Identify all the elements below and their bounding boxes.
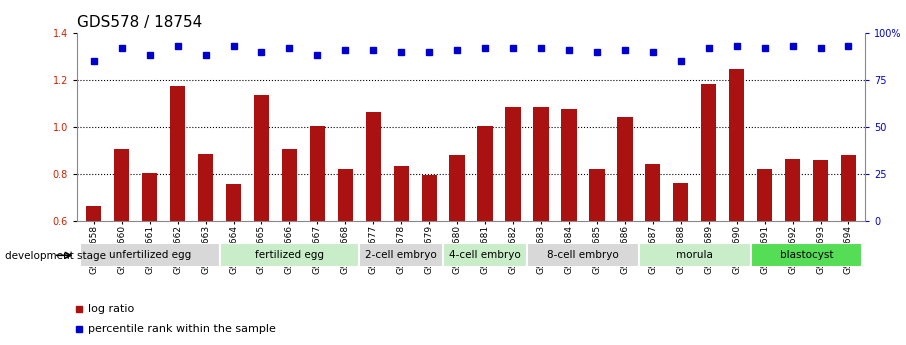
Bar bbox=[360, 243, 443, 267]
Bar bbox=[527, 243, 639, 267]
Text: 2-cell embryo: 2-cell embryo bbox=[365, 250, 437, 260]
Bar bbox=[449, 155, 465, 221]
Bar bbox=[226, 184, 241, 221]
Text: GDS578 / 18754: GDS578 / 18754 bbox=[77, 15, 202, 30]
Bar bbox=[310, 126, 325, 221]
Bar bbox=[813, 160, 828, 221]
Bar bbox=[617, 117, 632, 221]
Bar bbox=[198, 154, 213, 221]
Bar bbox=[645, 164, 660, 221]
Bar bbox=[477, 126, 493, 221]
Text: 8-cell embryo: 8-cell embryo bbox=[547, 250, 619, 260]
Bar bbox=[589, 169, 604, 221]
Bar bbox=[785, 158, 800, 221]
Bar bbox=[729, 69, 745, 221]
Bar bbox=[114, 149, 130, 221]
Text: fertilized egg: fertilized egg bbox=[255, 250, 324, 260]
Bar bbox=[673, 183, 689, 221]
Text: morula: morula bbox=[676, 250, 713, 260]
Bar bbox=[841, 155, 856, 221]
Text: percentile rank within the sample: percentile rank within the sample bbox=[89, 324, 276, 334]
Text: log ratio: log ratio bbox=[89, 304, 135, 314]
Bar bbox=[506, 107, 521, 221]
Bar bbox=[254, 95, 269, 221]
Bar bbox=[751, 243, 863, 267]
Bar bbox=[366, 111, 381, 221]
Text: 4-cell embryo: 4-cell embryo bbox=[449, 250, 521, 260]
Bar bbox=[170, 86, 186, 221]
Text: blastocyst: blastocyst bbox=[780, 250, 834, 260]
Bar bbox=[393, 166, 409, 221]
Bar bbox=[86, 206, 101, 221]
Text: development stage: development stage bbox=[5, 251, 105, 261]
Bar bbox=[421, 175, 437, 221]
Bar bbox=[80, 243, 219, 267]
Bar bbox=[142, 172, 158, 221]
Bar bbox=[701, 85, 717, 221]
Bar bbox=[534, 107, 549, 221]
Bar bbox=[639, 243, 751, 267]
Bar bbox=[757, 169, 772, 221]
Bar bbox=[338, 169, 353, 221]
Text: unfertilized egg: unfertilized egg bbox=[109, 250, 191, 260]
Bar bbox=[561, 109, 576, 221]
Bar bbox=[443, 243, 527, 267]
Bar bbox=[219, 243, 360, 267]
Bar bbox=[282, 149, 297, 221]
